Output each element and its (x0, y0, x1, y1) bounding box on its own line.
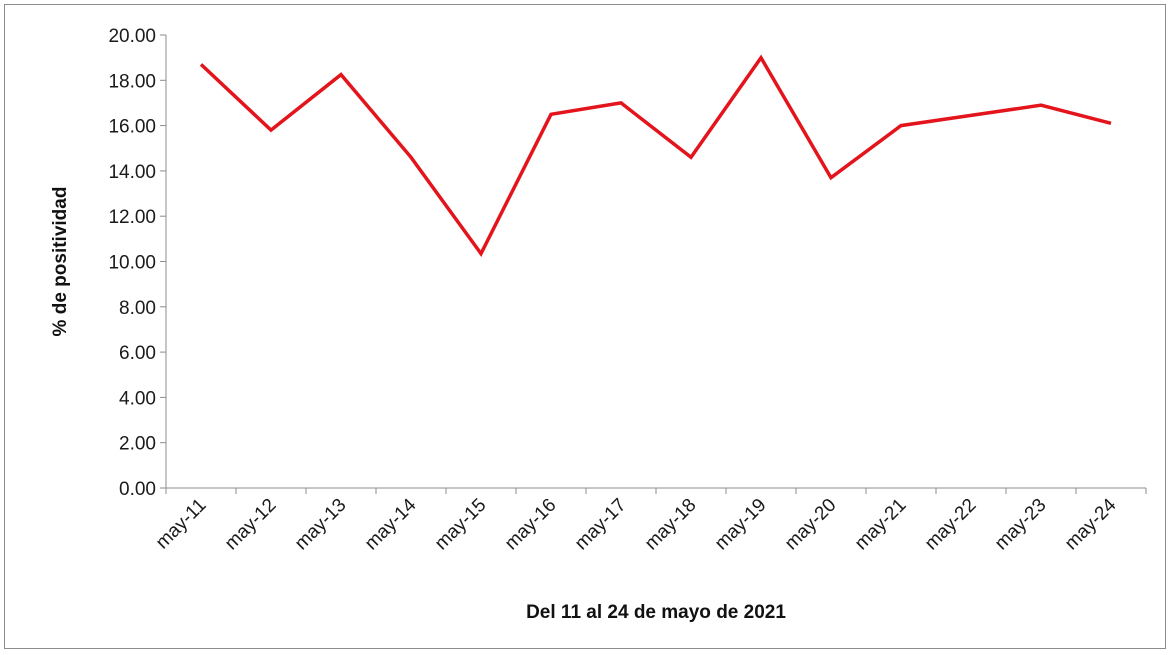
y-axis-title: % de positividad (50, 187, 71, 337)
series-line (199, 54, 1112, 257)
axes (165, 35, 1146, 489)
y-tick-label: 20.00 (108, 26, 156, 47)
x-tick-label: may-21 (851, 495, 911, 555)
x-tick-label: may-22 (921, 495, 981, 555)
x-tick-label: may-12 (221, 495, 281, 555)
y-tick-label: 12.00 (108, 207, 156, 228)
y-tick-label: 16.00 (108, 117, 156, 138)
x-tick-label: may-19 (711, 495, 771, 555)
y-tick-label: 0.00 (119, 479, 156, 500)
x-tick-label: may-15 (431, 495, 491, 555)
y-tick-label: 6.00 (119, 343, 156, 364)
y-tick-label: 2.00 (119, 434, 156, 455)
x-tick-label: may-13 (291, 495, 351, 555)
y-tick-label: 18.00 (108, 71, 156, 92)
y-tick-label: 10.00 (108, 253, 156, 274)
y-tick-label: 8.00 (119, 298, 156, 319)
x-tick-label: may-17 (571, 495, 631, 555)
x-tick-label: may-11 (152, 495, 211, 554)
x-tick-label: may-16 (501, 495, 561, 555)
y-tick-label: 4.00 (119, 388, 156, 409)
x-tick-label: may-24 (1061, 494, 1121, 554)
y-ticks: 0.00 2.00 4.00 6.00 8.00 10.00 12.00 14.00 16.00… (108, 26, 166, 500)
series-layer (199, 54, 1112, 257)
chart-frame (4, 4, 1166, 649)
x-axis-title: Del 11 al 24 de mayo de 2021 (526, 602, 786, 623)
x-tick-label: may-18 (641, 495, 701, 555)
x-tick-label: may-20 (781, 495, 841, 555)
x-tick-label: may-14 (361, 494, 421, 554)
x-ticks: may-11 may-12 may-13 may-14 may-15 may-16 may-… (152, 488, 1147, 555)
x-tick-label: may-23 (991, 495, 1051, 555)
y-tick-label: 14.00 (108, 162, 156, 183)
